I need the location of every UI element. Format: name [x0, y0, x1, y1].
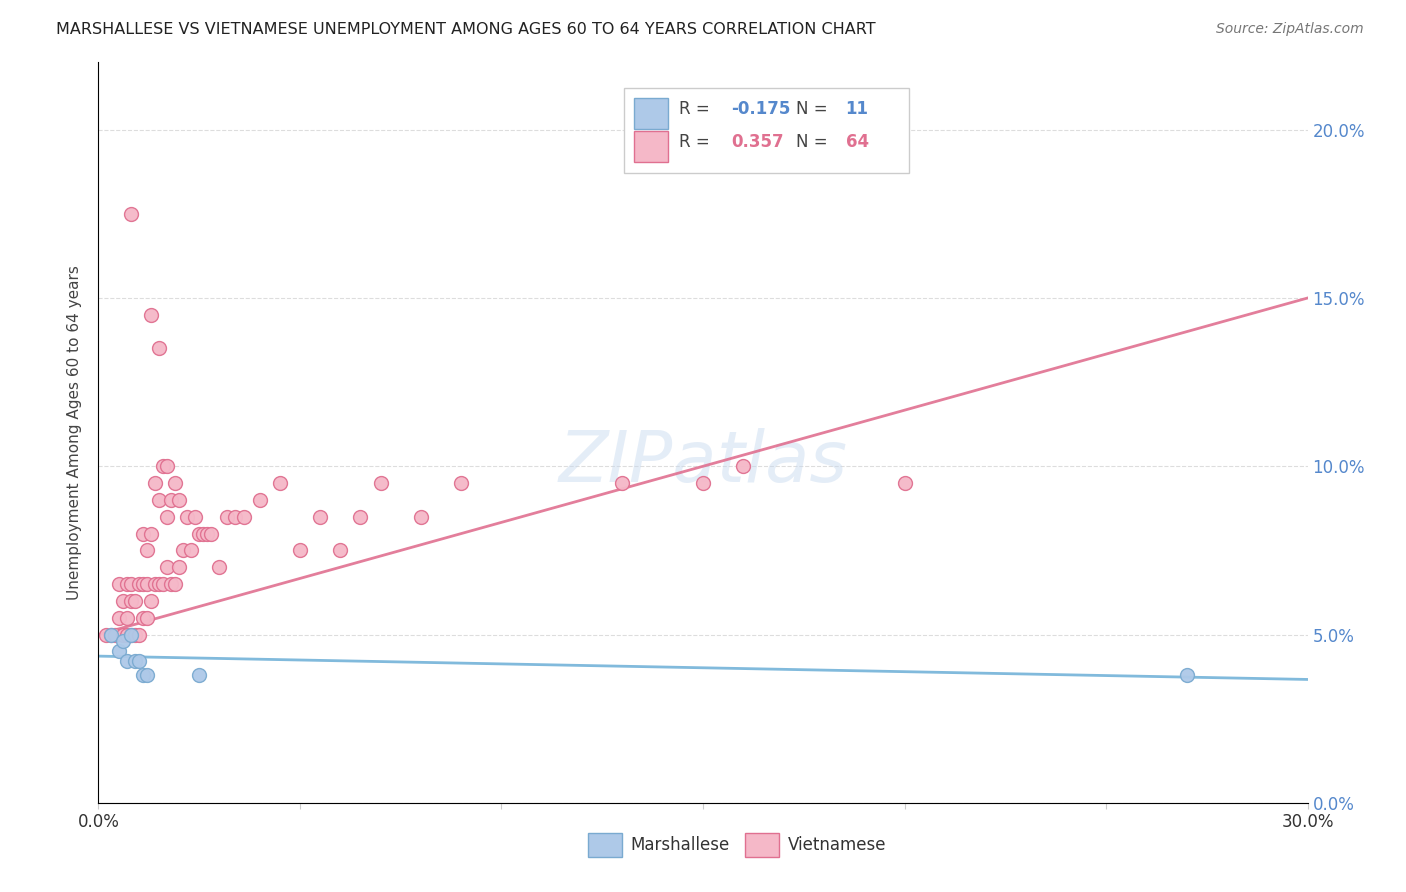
Point — [124, 627, 146, 641]
Point — [139, 594, 162, 608]
Point — [132, 577, 155, 591]
Point — [208, 560, 231, 574]
Bar — [634, 131, 668, 162]
Point — [148, 492, 170, 507]
Text: 0.357: 0.357 — [731, 134, 783, 152]
Point — [184, 509, 207, 524]
Text: -0.175: -0.175 — [731, 100, 790, 118]
Point — [160, 577, 183, 591]
Bar — [634, 98, 668, 129]
Point — [139, 308, 162, 322]
Point — [148, 342, 170, 356]
Point — [188, 526, 211, 541]
Point — [100, 627, 122, 641]
Bar — [588, 833, 621, 857]
Point — [269, 476, 291, 491]
Point — [156, 509, 179, 524]
Point — [128, 655, 150, 669]
Point — [1175, 668, 1198, 682]
Point — [111, 634, 134, 648]
Point — [100, 627, 122, 641]
Text: 64: 64 — [845, 134, 869, 152]
Point — [893, 476, 915, 491]
Point — [124, 655, 146, 669]
Point — [120, 627, 142, 641]
Point — [163, 476, 186, 491]
Point — [224, 509, 246, 524]
Point — [156, 459, 179, 474]
Point — [107, 577, 129, 591]
Text: R =: R = — [679, 134, 714, 152]
Point — [172, 543, 194, 558]
Point — [120, 207, 142, 221]
Point — [128, 627, 150, 641]
Text: Vietnamese: Vietnamese — [787, 836, 886, 854]
Point — [193, 526, 215, 541]
Text: R =: R = — [679, 100, 714, 118]
Point — [143, 577, 166, 591]
Point — [692, 476, 714, 491]
Text: ZIPatlas: ZIPatlas — [558, 428, 848, 497]
Point — [115, 627, 138, 641]
Point — [188, 668, 211, 682]
Point — [167, 492, 190, 507]
Point — [148, 577, 170, 591]
Point — [409, 509, 432, 524]
Point — [309, 509, 332, 524]
Point — [176, 509, 198, 524]
Point — [160, 492, 183, 507]
Point — [329, 543, 352, 558]
Point — [249, 492, 271, 507]
Point — [195, 526, 218, 541]
Text: MARSHALLESE VS VIETNAMESE UNEMPLOYMENT AMONG AGES 60 TO 64 YEARS CORRELATION CHA: MARSHALLESE VS VIETNAMESE UNEMPLOYMENT A… — [56, 22, 876, 37]
Point — [163, 577, 186, 591]
Point — [349, 509, 371, 524]
Point — [450, 476, 472, 491]
Point — [120, 627, 142, 641]
Text: N =: N = — [796, 134, 832, 152]
Point — [152, 577, 174, 591]
Point — [167, 560, 190, 574]
Point — [135, 577, 157, 591]
Point — [135, 543, 157, 558]
Point — [139, 526, 162, 541]
Point — [132, 526, 155, 541]
Point — [120, 594, 142, 608]
Point — [612, 476, 634, 491]
Point — [111, 627, 134, 641]
Point — [200, 526, 222, 541]
Point — [124, 594, 146, 608]
Point — [132, 668, 155, 682]
Point — [180, 543, 202, 558]
Point — [132, 610, 155, 624]
Bar — [745, 833, 779, 857]
Point — [217, 509, 239, 524]
Text: Source: ZipAtlas.com: Source: ZipAtlas.com — [1216, 22, 1364, 37]
Point — [103, 627, 125, 641]
Point — [115, 577, 138, 591]
Point — [733, 459, 755, 474]
Point — [232, 509, 254, 524]
Point — [107, 610, 129, 624]
Point — [288, 543, 311, 558]
Point — [107, 644, 129, 658]
Point — [135, 610, 157, 624]
Point — [115, 655, 138, 669]
Point — [96, 627, 118, 641]
Point — [135, 668, 157, 682]
Point — [143, 476, 166, 491]
Point — [156, 560, 179, 574]
Text: 11: 11 — [845, 100, 869, 118]
Y-axis label: Unemployment Among Ages 60 to 64 years: Unemployment Among Ages 60 to 64 years — [67, 265, 83, 600]
Point — [152, 459, 174, 474]
Text: N =: N = — [796, 100, 832, 118]
Point — [370, 476, 392, 491]
Text: Marshallese: Marshallese — [630, 836, 730, 854]
FancyBboxPatch shape — [624, 88, 908, 173]
Point — [120, 577, 142, 591]
Point — [128, 577, 150, 591]
Point — [111, 594, 134, 608]
Point — [115, 610, 138, 624]
